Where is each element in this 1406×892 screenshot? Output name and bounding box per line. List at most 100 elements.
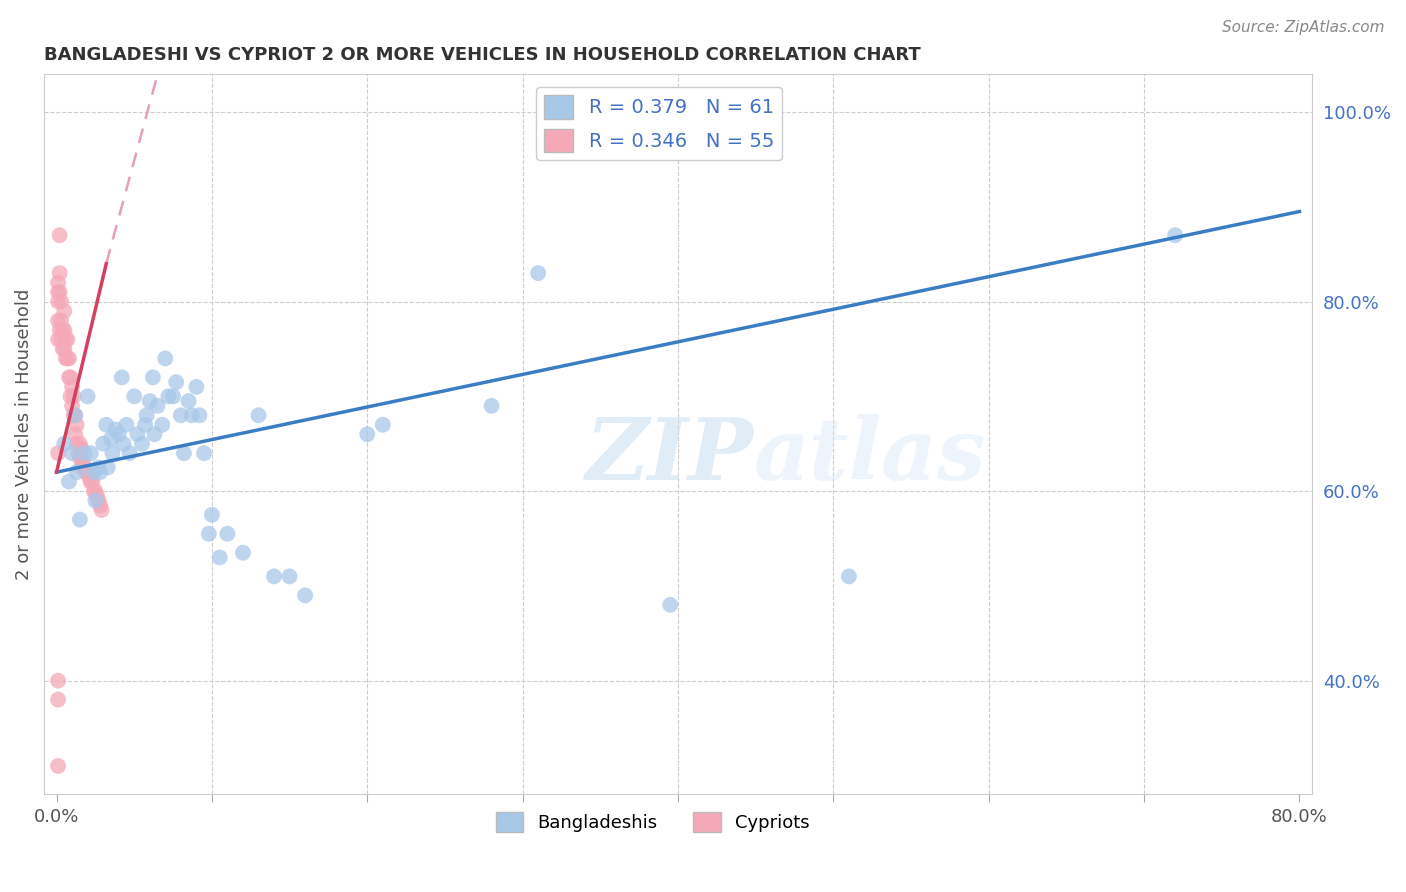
Point [97, 460, 120, 475]
Y-axis label: 2 or more Vehicles in Household: 2 or more Vehicles in Household [15, 288, 32, 580]
Point [53, 323, 76, 337]
Point [170, 409, 193, 423]
Point [838, 569, 860, 583]
Point [186, 380, 208, 394]
Point [46, 446, 69, 460]
Point [84, 484, 107, 499]
Point [75, 465, 97, 479]
Point [66, 417, 89, 432]
Point [48, 266, 70, 280]
Point [48, 323, 70, 337]
Point [46, 673, 69, 688]
Point [659, 598, 682, 612]
Point [101, 446, 124, 460]
Point [180, 409, 202, 423]
Point [87, 493, 110, 508]
Point [118, 446, 141, 460]
Point [371, 417, 394, 432]
Point [53, 342, 76, 356]
Point [83, 484, 105, 499]
Point [115, 417, 138, 432]
Point [177, 394, 200, 409]
Point [127, 427, 149, 442]
Text: atlas: atlas [754, 414, 987, 498]
Point [46, 294, 69, 309]
Point [111, 370, 134, 384]
Point [139, 394, 162, 409]
Point [193, 446, 215, 460]
Point [66, 465, 89, 479]
Point [527, 266, 550, 280]
Point [59, 370, 82, 384]
Point [69, 436, 91, 450]
Point [89, 465, 111, 479]
Point [73, 446, 96, 460]
Point [72, 456, 94, 470]
Point [48, 285, 70, 299]
Point [56, 351, 79, 366]
Point [80, 446, 103, 460]
Point [46, 759, 69, 773]
Point [188, 409, 211, 423]
Point [53, 436, 76, 450]
Point [247, 409, 270, 423]
Point [100, 432, 122, 446]
Point [89, 499, 111, 513]
Point [134, 417, 156, 432]
Point [208, 550, 231, 565]
Point [46, 333, 69, 347]
Point [86, 489, 108, 503]
Point [51, 294, 73, 309]
Point [142, 370, 165, 384]
Text: BANGLADESHI VS CYPRIOT 2 OR MORE VEHICLES IN HOUSEHOLD CORRELATION CHART: BANGLADESHI VS CYPRIOT 2 OR MORE VEHICLE… [44, 46, 921, 64]
Point [46, 285, 69, 299]
Point [48, 228, 70, 243]
Point [107, 427, 129, 442]
Point [53, 304, 76, 318]
Point [201, 508, 224, 522]
Point [46, 276, 69, 290]
Legend: Bangladeshis, Cypriots: Bangladeshis, Cypriots [488, 805, 817, 839]
Point [58, 370, 80, 384]
Point [56, 333, 79, 347]
Point [356, 427, 378, 442]
Point [173, 446, 195, 460]
Point [146, 399, 169, 413]
Point [162, 389, 184, 403]
Point [155, 351, 177, 366]
Point [55, 333, 77, 347]
Point [157, 389, 180, 403]
Point [481, 399, 503, 413]
Point [150, 417, 173, 432]
Point [104, 423, 127, 437]
Point [63, 409, 86, 423]
Point [69, 450, 91, 465]
Point [112, 436, 135, 450]
Point [122, 389, 145, 403]
Point [51, 313, 73, 327]
Point [51, 333, 73, 347]
Point [52, 323, 75, 337]
Point [58, 351, 80, 366]
Point [77, 470, 100, 484]
Text: Source: ZipAtlas.com: Source: ZipAtlas.com [1222, 20, 1385, 35]
Point [96, 417, 118, 432]
Point [76, 389, 98, 403]
Point [82, 475, 104, 489]
Point [63, 409, 86, 423]
Point [46, 313, 69, 327]
Point [143, 427, 166, 442]
Point [63, 427, 86, 442]
Point [59, 389, 82, 403]
Point [1164, 228, 1187, 243]
Point [278, 569, 301, 583]
Point [58, 475, 80, 489]
Point [91, 436, 114, 450]
Point [60, 380, 83, 394]
Point [84, 493, 107, 508]
Point [135, 409, 157, 423]
Point [55, 351, 77, 366]
Point [62, 409, 84, 423]
Point [131, 436, 153, 450]
Point [232, 546, 254, 560]
